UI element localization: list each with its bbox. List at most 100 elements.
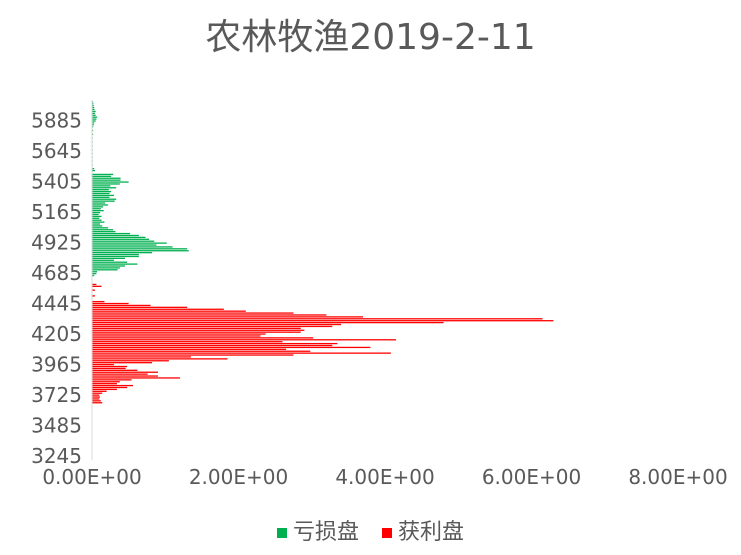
profit-bar-30 xyxy=(92,344,333,347)
loss-bar-55 xyxy=(92,168,95,170)
profit-bar-31 xyxy=(92,342,338,345)
loss-bar-28 xyxy=(92,221,105,223)
loss-bar-2 xyxy=(92,271,98,273)
profit-bar-24 xyxy=(92,356,191,358)
profit-bar-45 xyxy=(92,316,364,318)
profit-bar-52 xyxy=(92,302,129,305)
loss-bar-18 xyxy=(92,240,155,242)
loss-bar-37 xyxy=(92,204,109,206)
loss-bar-26 xyxy=(92,225,103,227)
loss-bar-66 xyxy=(92,126,94,128)
profit-bar-57 xyxy=(92,283,97,286)
profit-bar-50 xyxy=(92,306,188,308)
profit-bar-54 xyxy=(92,295,95,297)
profit-bar-25 xyxy=(92,354,294,356)
profit-bar-4 xyxy=(92,394,100,396)
profit-bar-26 xyxy=(92,352,391,354)
loss-bar-71 xyxy=(92,116,98,118)
loss-bar-40 xyxy=(92,198,117,200)
loss-bar-5 xyxy=(92,265,125,267)
loss-bar-75 xyxy=(92,108,95,111)
y-tick-label-5: 4445 xyxy=(31,292,82,316)
loss-bar-23 xyxy=(92,231,116,233)
y-tick-label-11: 5885 xyxy=(31,108,82,132)
loss-bar-21 xyxy=(92,234,139,237)
loss-bar-64 xyxy=(92,133,94,135)
legend-item-profit: 获利盘 xyxy=(382,514,464,546)
loss-bar-0 xyxy=(92,274,95,277)
loss-bar-24 xyxy=(92,229,114,231)
profit-bar-14 xyxy=(92,375,158,377)
profit-bar-18 xyxy=(92,367,126,370)
y-tick-label-7: 4925 xyxy=(31,230,82,254)
profit-bar-27 xyxy=(92,350,311,352)
loss-bar-20 xyxy=(92,236,146,239)
loss-bar-16 xyxy=(92,244,157,246)
profit-bar-8 xyxy=(92,386,128,389)
loss-bar-34 xyxy=(92,210,104,212)
loss-bar-15 xyxy=(92,246,173,248)
profit-bar-9 xyxy=(92,384,134,387)
loss-bar-13 xyxy=(92,250,189,252)
legend: 亏损盘 获利盘 xyxy=(0,514,741,546)
profit-bar-47 xyxy=(92,312,294,314)
loss-bar-47 xyxy=(92,185,111,187)
y-tick-label-0: 3245 xyxy=(31,444,82,468)
loss-bar-14 xyxy=(92,248,188,250)
loss-bar-31 xyxy=(92,215,102,218)
loss-bar-46 xyxy=(92,187,117,189)
profit-bar-36 xyxy=(92,333,266,335)
profit-bar-33 xyxy=(92,339,396,341)
profit-bar-28 xyxy=(92,348,287,350)
x-tick-label-0: 0.00E+00 xyxy=(42,465,141,489)
loss-bar-32 xyxy=(92,213,99,216)
profit-bar-7 xyxy=(92,388,117,391)
profit-bar-34 xyxy=(92,337,314,339)
loss-bar-35 xyxy=(92,208,101,210)
profit-bar-41 xyxy=(92,323,342,326)
profit-bar-15 xyxy=(92,373,148,375)
loss-bar-52 xyxy=(92,175,112,177)
profit-bar-3 xyxy=(92,396,101,398)
loss-bar-11 xyxy=(92,253,139,256)
profit-bar-46 xyxy=(92,314,327,316)
loss-bar-38 xyxy=(92,202,106,204)
profit-bar-55 xyxy=(92,289,95,291)
loss-bar-17 xyxy=(92,242,167,244)
y-axis-ticks: 3245 3485 3725 3965 4205 4445 4685 4925 5165 5405… xyxy=(31,108,82,468)
loss-bar-6 xyxy=(92,263,138,265)
legend-item-loss: 亏损盘 xyxy=(276,514,359,546)
profit-bar-2 xyxy=(92,398,100,400)
x-tick-label-2: 4.00E+00 xyxy=(335,465,434,489)
loss-bar-50 xyxy=(92,179,121,181)
loss-bar-79 xyxy=(92,101,94,103)
profit-bar-56 xyxy=(92,285,102,288)
loss-bar-72 xyxy=(92,114,96,116)
profit-bar-35 xyxy=(92,335,261,337)
loss-bar-27 xyxy=(92,223,101,225)
loss-bar-74 xyxy=(92,110,96,113)
profit-bar-42 xyxy=(92,321,444,324)
x-tick-label-1: 2.00E+00 xyxy=(189,465,288,489)
y-tick-label-6: 4685 xyxy=(31,261,82,285)
loss-bar-10 xyxy=(92,255,139,258)
profit-bar-6 xyxy=(92,390,107,392)
profit-bar-13 xyxy=(92,377,180,379)
loss-bar-44 xyxy=(92,190,112,193)
loss-bar-48 xyxy=(92,183,120,185)
loss-bar-68 xyxy=(92,122,95,124)
profit-bar-51 xyxy=(92,304,151,307)
profit-bar-23 xyxy=(92,358,228,360)
bars-group xyxy=(92,101,554,404)
loss-bar-9 xyxy=(92,257,125,260)
profit-bar-5 xyxy=(92,392,103,394)
loss-bar-41 xyxy=(92,196,110,198)
loss-bar-53 xyxy=(92,173,114,176)
loss-bar-4 xyxy=(92,267,120,269)
loss-bar-69 xyxy=(92,120,96,122)
x-axis-ticks: 0.00E+00 2.00E+00 4.00E+00 6.00E+00 8.00E+00 xyxy=(42,465,727,489)
loss-bar-43 xyxy=(92,192,110,195)
loss-bar-54 xyxy=(92,169,95,172)
profit-bar-17 xyxy=(92,369,138,371)
